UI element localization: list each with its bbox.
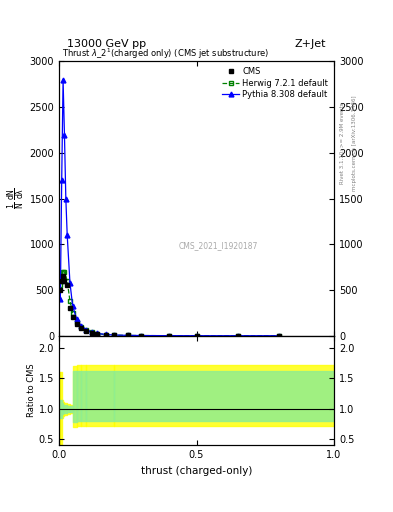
Herwig 7.2.1 default xyxy=(90,329,94,335)
Pythia 8.308 default xyxy=(112,332,116,338)
Pythia 8.308 default xyxy=(103,331,108,337)
CMS xyxy=(84,328,89,334)
CMS xyxy=(62,278,67,284)
Herwig 7.2.1 default xyxy=(95,331,100,337)
Pythia 8.308 default xyxy=(68,280,72,286)
Pythia 8.308 default xyxy=(235,333,240,339)
Text: Z+Jet: Z+Jet xyxy=(295,38,326,49)
CMS xyxy=(59,278,64,284)
Herwig 7.2.1 default xyxy=(65,278,70,284)
Herwig 7.2.1 default xyxy=(167,333,171,339)
Pythia 8.308 default xyxy=(167,333,171,339)
Herwig 7.2.1 default xyxy=(103,331,108,337)
CMS xyxy=(75,321,79,327)
CMS xyxy=(112,332,116,338)
CMS xyxy=(68,305,72,311)
Line: Pythia 8.308 default: Pythia 8.308 default xyxy=(58,77,281,338)
Y-axis label: $\mathrm{\frac{1}{N}\,\frac{dN}{d\lambda}}$: $\mathrm{\frac{1}{N}\,\frac{dN}{d\lambda… xyxy=(5,188,27,209)
Pythia 8.308 default xyxy=(125,332,130,338)
Y-axis label: Ratio to CMS: Ratio to CMS xyxy=(27,364,36,417)
Pythia 8.308 default xyxy=(95,330,100,336)
Pythia 8.308 default xyxy=(64,196,68,202)
Pythia 8.308 default xyxy=(61,77,65,83)
Herwig 7.2.1 default xyxy=(194,333,199,339)
Line: Herwig 7.2.1 default: Herwig 7.2.1 default xyxy=(58,269,281,338)
Legend: CMS, Herwig 7.2.1 default, Pythia 8.308 default: CMS, Herwig 7.2.1 default, Pythia 8.308 … xyxy=(221,66,330,101)
Herwig 7.2.1 default xyxy=(70,310,75,316)
CMS xyxy=(167,333,171,339)
Pythia 8.308 default xyxy=(79,323,83,329)
Pythia 8.308 default xyxy=(277,333,281,339)
Text: Thrust $\lambda$_2$^1$(charged only) (CMS jet substructure): Thrust $\lambda$_2$^1$(charged only) (CM… xyxy=(62,47,269,61)
CMS xyxy=(61,273,65,280)
Pythia 8.308 default xyxy=(70,304,75,310)
Pythia 8.308 default xyxy=(75,316,79,323)
CMS xyxy=(103,332,108,338)
Herwig 7.2.1 default xyxy=(84,327,89,333)
Herwig 7.2.1 default xyxy=(112,332,116,338)
CMS xyxy=(70,314,75,321)
CMS xyxy=(277,333,281,339)
CMS xyxy=(139,332,144,338)
CMS xyxy=(235,333,240,339)
Pythia 8.308 default xyxy=(139,332,144,338)
Text: 13000 GeV pp: 13000 GeV pp xyxy=(67,38,146,49)
Herwig 7.2.1 default xyxy=(62,269,67,275)
Pythia 8.308 default xyxy=(62,132,67,138)
Pythia 8.308 default xyxy=(84,327,89,333)
Pythia 8.308 default xyxy=(58,296,63,302)
Herwig 7.2.1 default xyxy=(139,332,144,338)
Herwig 7.2.1 default xyxy=(68,298,72,304)
CMS xyxy=(125,332,130,338)
Herwig 7.2.1 default xyxy=(125,332,130,338)
Pythia 8.308 default xyxy=(59,177,64,183)
Pythia 8.308 default xyxy=(65,232,70,238)
CMS xyxy=(194,333,199,339)
CMS xyxy=(65,283,70,289)
Herwig 7.2.1 default xyxy=(277,333,281,339)
Herwig 7.2.1 default xyxy=(61,269,65,275)
Text: Rivet 3.1.10; >= 2.9M events: Rivet 3.1.10; >= 2.9M events xyxy=(340,102,345,184)
Herwig 7.2.1 default xyxy=(75,319,79,325)
Pythia 8.308 default xyxy=(90,329,94,335)
Text: CMS_2021_I1920187: CMS_2021_I1920187 xyxy=(179,241,258,250)
Herwig 7.2.1 default xyxy=(79,324,83,330)
Herwig 7.2.1 default xyxy=(235,333,240,339)
CMS xyxy=(79,325,83,331)
Herwig 7.2.1 default xyxy=(59,273,64,280)
Line: CMS: CMS xyxy=(58,274,281,338)
CMS xyxy=(90,330,94,336)
Pythia 8.308 default xyxy=(194,333,199,339)
X-axis label: thrust (charged-only): thrust (charged-only) xyxy=(141,466,252,476)
Herwig 7.2.1 default xyxy=(58,283,63,289)
CMS xyxy=(95,331,100,337)
Text: mcplots.cern.ch [arXiv:1306.3436]: mcplots.cern.ch [arXiv:1306.3436] xyxy=(352,96,357,191)
CMS xyxy=(58,287,63,293)
